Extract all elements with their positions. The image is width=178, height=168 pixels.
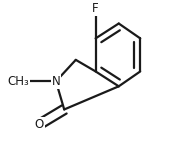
Text: CH₃: CH₃ — [8, 75, 30, 88]
Text: F: F — [92, 2, 99, 15]
Text: N: N — [52, 75, 60, 88]
Text: O: O — [35, 118, 44, 131]
